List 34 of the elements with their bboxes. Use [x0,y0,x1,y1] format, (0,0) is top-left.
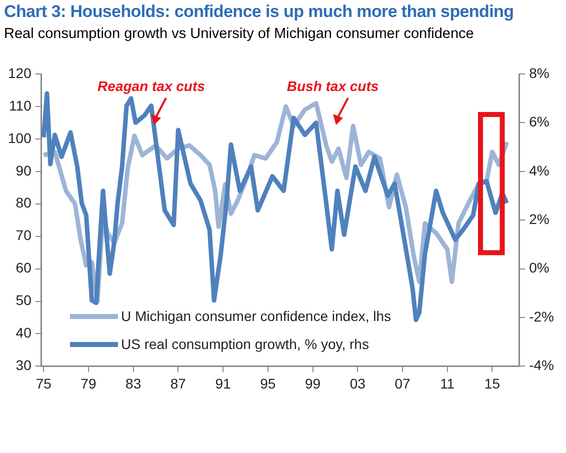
x-tick-label: 75 [36,375,52,392]
y2-tick-label: 6% [529,114,550,130]
x-tick-label: 91 [215,375,232,392]
chart-title: Chart 3: Households: confidence is up much more than spending [4,2,514,22]
y-tick-label: 60 [16,260,32,276]
y-tick-label: 120 [8,64,32,81]
y2-tick-label: -4% [529,357,554,374]
y-tick-label: 40 [16,324,32,341]
x-tick-label: 15 [484,375,500,392]
y-tick-label: 110 [9,97,32,114]
y-tick-label: 80 [16,194,32,211]
x-tick-label: 95 [260,375,276,392]
x-tick-label: 83 [126,375,142,392]
chart-subtitle: Real consumption growth vs University of Michigan consumer confidence [4,26,474,42]
x-tick-label: 11 [440,375,455,392]
legend-label: U Michigan consumer confidence index, lhs [121,308,392,324]
x-tick-label: 99 [304,375,321,392]
y2-tick-label: -2% [529,308,554,324]
annotation: Bush tax cuts [286,78,379,94]
x-tick-label: 79 [80,375,96,392]
y-tick-label: 70 [16,227,32,244]
x-tick-label: 03 [350,375,366,392]
y-tick-label: 90 [16,162,32,178]
legend-label: US real consumption growth, % yoy, rhs [121,336,369,352]
annotation: Reagan tax cuts [98,78,206,94]
y-tick-label: 50 [16,292,32,308]
y2-tick-label: 4% [529,162,550,178]
y2-tick-label: 2% [529,210,550,227]
y2-tick-label: 0% [529,260,550,276]
x-tick-label: 07 [394,375,410,392]
y2-tick-label: 8% [529,64,550,81]
y-tick-label: 100 [8,130,32,146]
x-tick-label: 87 [170,375,186,392]
y-tick-label: 30 [16,357,32,374]
